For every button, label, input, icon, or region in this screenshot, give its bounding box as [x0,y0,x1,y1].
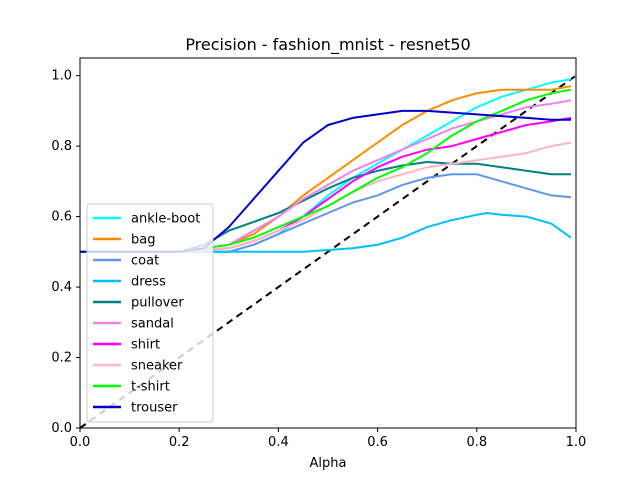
x-tick-label: 0.0 [70,435,91,450]
x-tick-label: 0.6 [367,435,388,450]
legend-label-trouser: trouser [131,401,178,416]
series-line-sneaker [80,141,572,253]
legend-box [86,203,214,423]
x-axis-title: Alpha [310,456,347,471]
y-tick-label: 0.4 [51,280,72,295]
series-line-trouser [80,109,571,253]
x-axis: 0.0 0.2 0.4 0.6 0.8 1.0 [70,428,587,450]
y-tick-label: 0.2 [51,351,72,366]
legend-label-dress: dress [131,275,166,290]
y-tick-label: 0.8 [51,139,72,154]
legend-label-coat: coat [131,254,159,269]
x-tick-label: 0.2 [169,435,190,450]
legend-label-ankle-boot: ankle-boot [131,212,200,227]
y-axis: 0.0 0.2 0.4 0.6 0.8 1.0 [51,69,80,436]
legend: ankle-boot bag coat dress pullover sandal shir… [86,203,214,423]
series-line-bag [80,85,572,253]
legend-label-bag: bag [131,233,155,248]
series-line-dress [80,212,572,253]
x-tick-label: 0.4 [268,435,289,450]
legend-label-sneaker: sneaker [131,359,183,374]
legend-label-shirt: shirt [131,338,160,353]
y-tick-label: 0.0 [51,421,72,436]
y-tick-label: 0.6 [51,210,72,225]
legend-label-t-shirt: t-shirt [131,380,170,395]
chart-title: Precision - fashion_mnist - resnet50 [185,35,470,55]
plot-frame [79,57,577,429]
series-line-t-shirt [80,88,572,253]
legend-label-pullover: pullover [131,296,184,311]
legend-label-sandal: sandal [131,317,174,332]
y-tick-label: 1.0 [51,69,72,84]
series-line-sandal [80,99,572,253]
series-layer [80,78,572,253]
x-tick-label: 1.0 [566,435,587,450]
x-tick-label: 0.8 [466,435,487,450]
series-line-coat [80,173,572,253]
